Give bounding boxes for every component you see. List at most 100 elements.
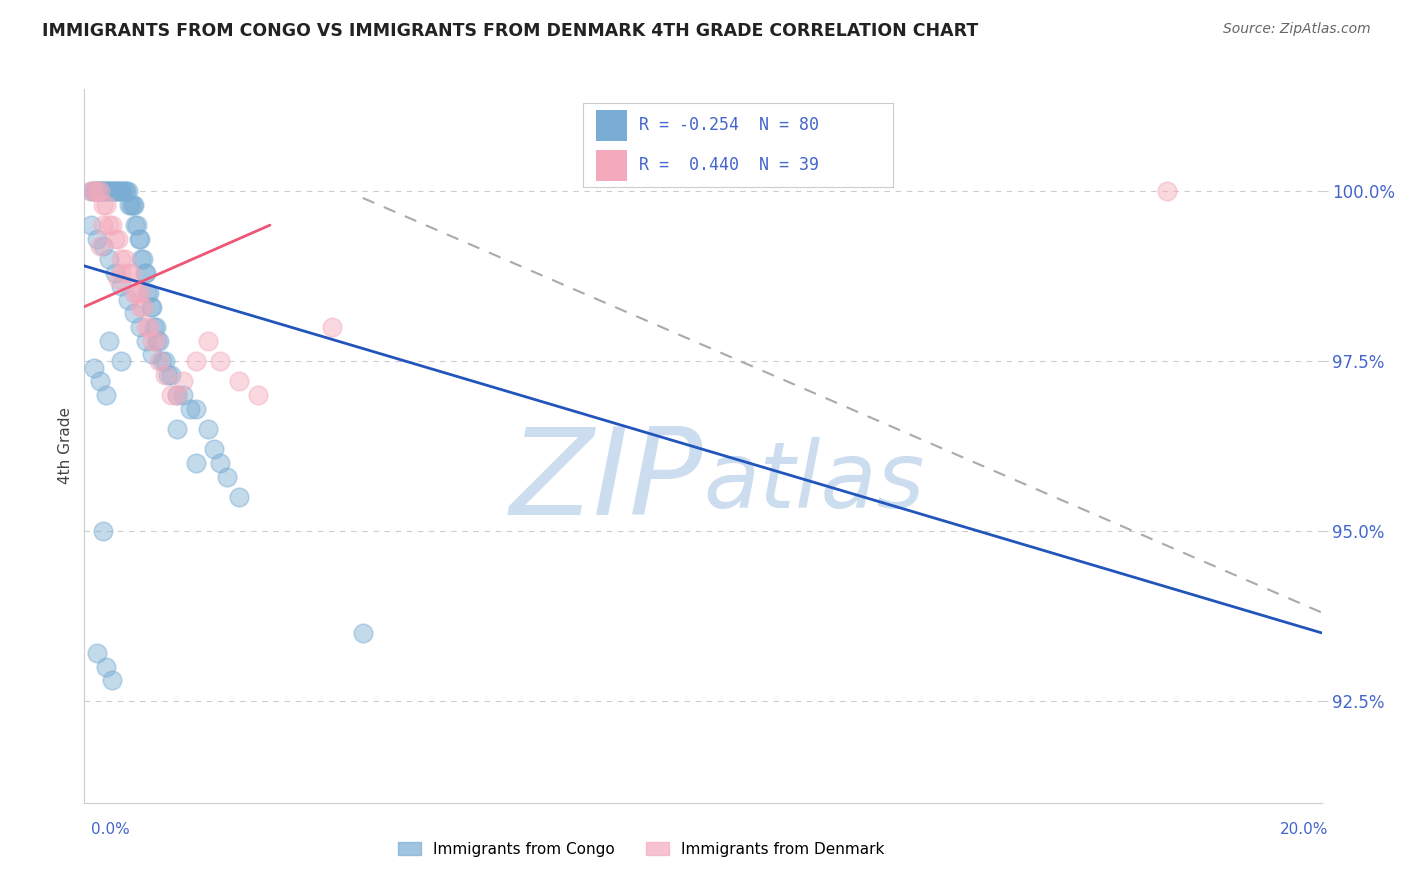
Point <box>166 388 188 402</box>
Point <box>98 184 121 198</box>
Point <box>150 354 173 368</box>
Legend: Immigrants from Congo, Immigrants from Denmark: Immigrants from Congo, Immigrants from D… <box>392 836 890 863</box>
Point <box>132 300 155 314</box>
Point <box>104 184 127 198</box>
Point <box>117 293 139 307</box>
Point <box>184 354 207 368</box>
Point <box>86 646 108 660</box>
Text: R =  0.440  N = 39: R = 0.440 N = 39 <box>640 156 820 174</box>
Point <box>166 388 188 402</box>
Point <box>135 266 157 280</box>
Point <box>138 286 160 301</box>
Point <box>91 184 114 198</box>
Point <box>107 232 129 246</box>
Point <box>120 266 142 280</box>
Point <box>89 238 111 252</box>
Point <box>89 184 111 198</box>
Text: R = -0.254  N = 80: R = -0.254 N = 80 <box>640 117 820 135</box>
Point <box>117 184 139 198</box>
Point <box>129 252 152 266</box>
Point <box>141 347 163 361</box>
Point <box>197 422 219 436</box>
Point <box>148 354 170 368</box>
Point <box>160 368 183 382</box>
Point <box>246 388 269 402</box>
Point <box>136 286 159 301</box>
Point <box>142 320 165 334</box>
Point <box>91 524 114 538</box>
Point <box>122 286 145 301</box>
Point <box>91 218 114 232</box>
Point <box>129 232 152 246</box>
Point <box>184 456 207 470</box>
Point <box>146 334 169 348</box>
Point <box>83 360 105 375</box>
Point <box>110 266 132 280</box>
Point <box>125 286 148 301</box>
Point <box>128 232 150 246</box>
Point <box>215 469 238 483</box>
Point <box>98 334 121 348</box>
Point <box>111 184 134 198</box>
Point <box>103 184 125 198</box>
Point <box>124 218 146 232</box>
Point <box>134 266 156 280</box>
Point <box>98 184 121 198</box>
Point <box>86 232 108 246</box>
Point <box>79 218 101 232</box>
Point <box>87 184 110 198</box>
Point <box>94 198 117 212</box>
Point <box>107 184 129 198</box>
Y-axis label: 4th Grade: 4th Grade <box>58 408 73 484</box>
Point <box>105 184 128 198</box>
Bar <box>596 111 627 141</box>
Point <box>122 306 145 320</box>
Point <box>79 184 101 198</box>
Point <box>179 401 201 416</box>
Point <box>91 238 114 252</box>
Point <box>160 388 183 402</box>
Point <box>1156 184 1178 198</box>
Point <box>104 232 127 246</box>
Point <box>153 354 176 368</box>
Point <box>122 198 145 212</box>
Text: atlas: atlas <box>703 437 924 526</box>
Point <box>107 272 129 286</box>
Point <box>120 198 142 212</box>
Point <box>153 368 176 382</box>
Point <box>79 184 101 198</box>
Point <box>228 375 250 389</box>
Point <box>129 320 152 334</box>
Point <box>94 184 117 198</box>
Point <box>135 320 157 334</box>
Point <box>118 198 141 212</box>
Point <box>145 320 167 334</box>
Point <box>141 300 163 314</box>
Text: 0.0%: 0.0% <box>91 822 131 837</box>
Point <box>91 198 114 212</box>
Point <box>114 184 136 198</box>
Point <box>197 334 219 348</box>
Point <box>101 218 124 232</box>
Point <box>83 184 105 198</box>
Text: ZIP: ZIP <box>509 423 703 541</box>
Point <box>94 388 117 402</box>
Point <box>98 252 121 266</box>
Point <box>156 368 179 382</box>
Point <box>141 334 163 348</box>
Point <box>89 184 111 198</box>
Point <box>104 266 127 280</box>
Point <box>209 354 232 368</box>
Point <box>148 334 170 348</box>
Text: Source: ZipAtlas.com: Source: ZipAtlas.com <box>1223 22 1371 37</box>
Point <box>97 184 120 198</box>
Point <box>117 266 139 280</box>
Point <box>184 401 207 416</box>
Point <box>86 184 108 198</box>
Point <box>129 286 152 301</box>
Text: 20.0%: 20.0% <box>1281 822 1329 837</box>
Point <box>110 354 132 368</box>
Point <box>98 218 121 232</box>
Point <box>202 442 225 457</box>
Point <box>93 184 115 198</box>
